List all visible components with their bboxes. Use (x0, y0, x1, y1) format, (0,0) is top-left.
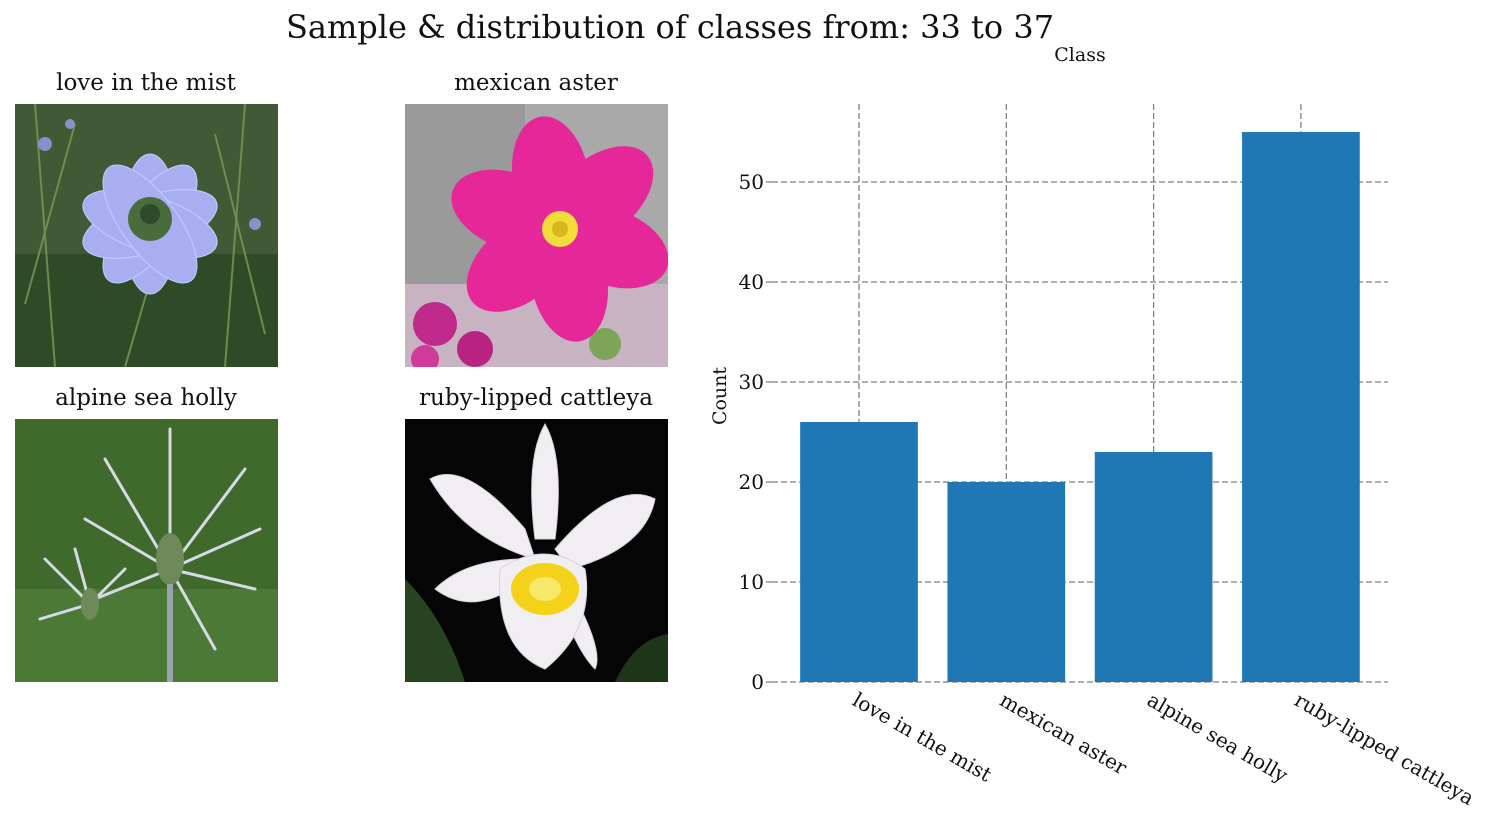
sample-title-mexican-aster: mexican aster (454, 70, 618, 96)
sample-title-ruby-lipped-cattleya: ruby-lipped cattleya (419, 385, 653, 411)
bars (800, 132, 1360, 682)
bar-love-in-the-mist (800, 422, 918, 682)
x-tick-label: love in the mist (849, 688, 996, 787)
y-axis-label: Count (709, 367, 731, 425)
bar-mexican-aster (947, 482, 1066, 682)
sample-image-ruby-lipped-cattleya (405, 419, 668, 682)
y-tick-label: 30 (739, 370, 764, 394)
bar-ruby-lipped-cattleya (1242, 132, 1360, 682)
sample-title-love-in-the-mist: love in the mist (56, 70, 236, 96)
figure-title: Sample & distribution of classes from: 3… (285, 8, 1055, 46)
y-tick-label: 0 (751, 670, 764, 694)
chart-title: Class (1054, 44, 1105, 66)
x-tick-label: ruby-lipped cattleya (1290, 688, 1478, 810)
x-tick-label: mexican aster (996, 688, 1132, 780)
y-tick-label: 40 (739, 270, 764, 294)
bar-alpine-sea-holly (1094, 452, 1213, 682)
x-tick-label: alpine sea holly (1143, 688, 1292, 788)
y-tick-label: 50 (739, 170, 764, 194)
sample-image-love-in-the-mist (15, 104, 278, 367)
sample-image-mexican-aster (405, 104, 668, 367)
y-tick-label: 10 (739, 570, 764, 594)
sample-image-alpine-sea-holly (15, 419, 278, 682)
y-tick-label: 20 (739, 470, 764, 494)
sample-title-alpine-sea-holly: alpine sea holly (55, 385, 237, 411)
